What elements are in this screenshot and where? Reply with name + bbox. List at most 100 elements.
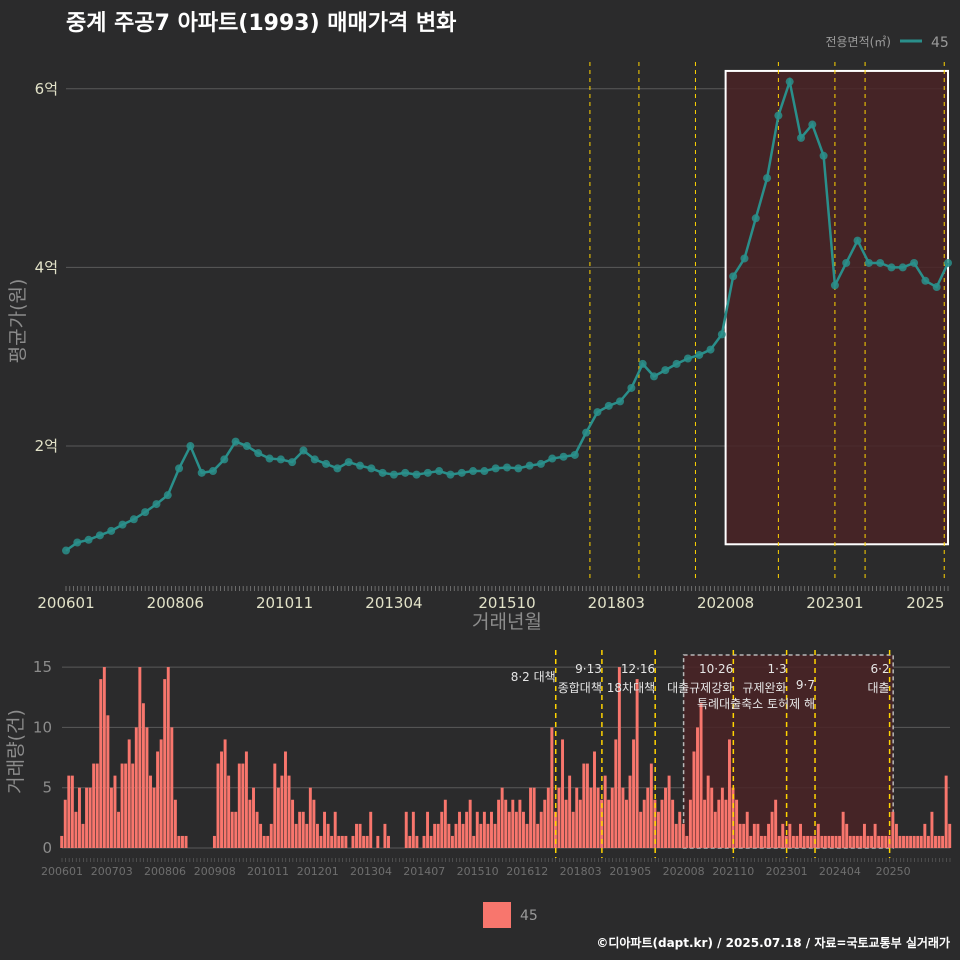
volume-bar (461, 823, 465, 848)
bar-x-tick-label: 202404 (819, 865, 861, 878)
volume-bar (351, 835, 355, 848)
volume-bar (880, 835, 884, 848)
volume-bar (916, 835, 920, 848)
price-point (446, 470, 455, 479)
volume-bar (816, 823, 820, 848)
volume-bar (870, 835, 874, 848)
volume-bar (294, 823, 298, 848)
legend-entry: 45 (931, 35, 949, 51)
bar-x-tick-label: 200601 (41, 865, 83, 878)
volume-bar (365, 835, 369, 848)
price-point (740, 254, 749, 263)
volume-bar (152, 787, 156, 848)
policy-label: 8·2 대책 (511, 669, 556, 684)
volume-bar (578, 799, 582, 848)
volume-bar (507, 811, 511, 848)
volume-bar (937, 835, 941, 848)
volume-bar (859, 835, 863, 848)
volume-bar (159, 739, 163, 848)
volume-bar (724, 799, 728, 848)
volume-bar (99, 679, 103, 848)
bar-y-tick-label: 10 (33, 718, 52, 736)
volume-panel: 0 5 10 15 8·2 대책 9·13 종합대책 12·16 18차대책 10·26 대출규제강… (5, 650, 952, 878)
volume-bar (490, 811, 493, 848)
price-point (356, 461, 364, 470)
volume-bar (799, 823, 802, 848)
volume-bar (759, 835, 763, 848)
volume-bar (319, 835, 323, 848)
volume-bar (433, 823, 437, 848)
price-point (276, 455, 285, 464)
volume-bar (930, 811, 934, 848)
volume-bar (212, 835, 216, 848)
volume-bar (173, 799, 177, 848)
bar-y-tick-label: 0 (42, 839, 52, 857)
volume-bar (337, 835, 341, 848)
price-point (480, 467, 489, 476)
y-tick-label: 6억 (35, 80, 58, 98)
volume-bar (791, 835, 795, 848)
volume-bar (774, 799, 778, 848)
price-point (503, 463, 511, 472)
volume-bar (131, 763, 135, 848)
volume-bar (145, 727, 149, 848)
volume-bar (912, 835, 916, 848)
bar-x-tick-label: 201304 (350, 865, 392, 878)
price-point (751, 214, 760, 223)
bar-x-tick-label: 202008 (663, 865, 705, 878)
price-point (638, 359, 647, 368)
volume-bar (67, 775, 71, 848)
y-tick-label: 2억 (35, 437, 58, 455)
price-point (265, 454, 274, 463)
highlight-region (724, 69, 949, 546)
volume-bar (845, 823, 849, 848)
price-point (367, 464, 376, 473)
volume-bar (749, 835, 753, 848)
price-point (650, 372, 658, 381)
volume-bar (624, 799, 628, 848)
volume-bar (426, 811, 430, 848)
volume-bar (919, 835, 923, 848)
price-point (559, 452, 568, 461)
x-tick-label: 201011 (256, 594, 313, 612)
volume-bar (571, 811, 575, 848)
price-point (378, 468, 387, 477)
bar-x-tick-label: 200806 (144, 865, 186, 878)
volume-bar (340, 835, 344, 848)
price-point (898, 263, 907, 272)
volume-bar (728, 739, 731, 848)
volume-bar (788, 823, 792, 848)
policy-date-label: 1·3 (768, 662, 787, 676)
bar-x-tick-label: 201510 (457, 865, 499, 878)
volume-bar (632, 739, 636, 848)
volume-bar (905, 835, 909, 848)
volume-bar (482, 811, 486, 848)
volume-bar (735, 799, 739, 848)
volume-bar (447, 823, 451, 848)
price-point (819, 151, 828, 160)
volume-bar (287, 775, 291, 848)
x-tick-label: 202301 (806, 594, 863, 612)
volume-bar (70, 775, 74, 848)
volume-bar (923, 823, 927, 848)
volume-bar (525, 823, 529, 848)
volume-bar (248, 799, 252, 848)
bar-x-tick-label: 201201 (297, 865, 339, 878)
price-point (186, 442, 195, 451)
volume-bar (88, 787, 92, 848)
price-point (141, 508, 150, 517)
volume-bar (553, 811, 557, 848)
volume-bar (429, 835, 433, 848)
volume-bar (642, 799, 646, 848)
volume-bar (344, 835, 348, 848)
price-point (310, 455, 319, 464)
bar-x-tick-label: 201612 (506, 865, 548, 878)
volume-bar (465, 811, 469, 848)
price-point (785, 77, 794, 86)
volume-bar (941, 835, 945, 848)
volume-bar (674, 823, 678, 848)
volume-bar (301, 811, 305, 848)
volume-bar (660, 799, 664, 848)
volume-bar (266, 835, 270, 848)
price-point (231, 437, 240, 446)
